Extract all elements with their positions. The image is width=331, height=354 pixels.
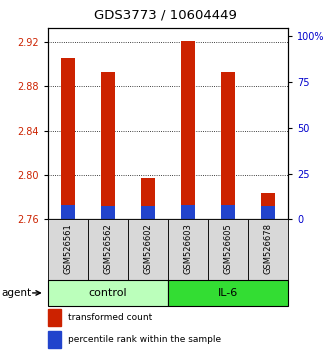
Bar — [261, 193, 275, 219]
Bar — [181, 205, 195, 219]
FancyBboxPatch shape — [168, 219, 208, 280]
Text: percentile rank within the sample: percentile rank within the sample — [69, 335, 221, 344]
FancyBboxPatch shape — [248, 219, 288, 280]
Bar — [48, 309, 61, 326]
Text: GSM526603: GSM526603 — [183, 223, 193, 274]
FancyBboxPatch shape — [48, 280, 168, 306]
Text: GSM526602: GSM526602 — [143, 223, 153, 274]
FancyBboxPatch shape — [168, 280, 288, 306]
FancyBboxPatch shape — [48, 219, 88, 280]
FancyBboxPatch shape — [88, 219, 128, 280]
Bar — [221, 205, 235, 219]
Bar — [101, 206, 115, 219]
Bar — [61, 205, 75, 219]
Text: GSM526605: GSM526605 — [223, 223, 232, 274]
Bar — [141, 206, 155, 219]
Text: control: control — [89, 288, 127, 298]
Bar — [61, 58, 75, 219]
Bar — [101, 72, 115, 219]
Text: IL-6: IL-6 — [218, 288, 238, 298]
FancyBboxPatch shape — [128, 219, 168, 280]
Text: GSM526561: GSM526561 — [64, 223, 72, 274]
FancyBboxPatch shape — [208, 219, 248, 280]
Text: transformed count: transformed count — [69, 313, 153, 322]
Bar — [141, 178, 155, 219]
Text: agent: agent — [2, 288, 32, 298]
Text: GSM526562: GSM526562 — [104, 223, 113, 274]
Bar — [48, 331, 61, 348]
Bar — [221, 72, 235, 219]
Bar — [181, 41, 195, 219]
Text: GDS3773 / 10604449: GDS3773 / 10604449 — [94, 9, 237, 22]
Bar — [261, 206, 275, 219]
Text: GSM526678: GSM526678 — [263, 223, 272, 274]
